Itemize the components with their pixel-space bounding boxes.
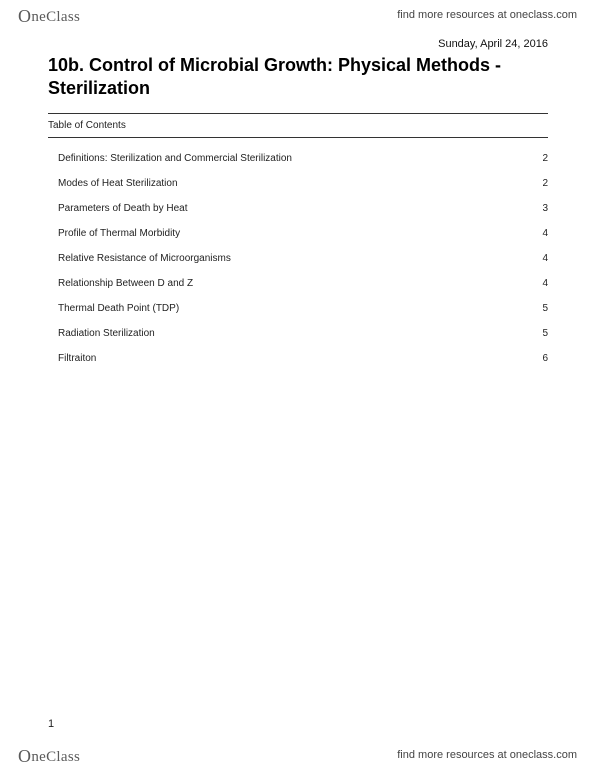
document-title: 10b. Control of Microbial Growth: Physic…: [48, 54, 548, 99]
toc-item-page: 3: [528, 203, 548, 214]
toc-item-title: Radiation Sterilization: [58, 328, 528, 339]
toc-item-title: Filtraiton: [58, 353, 528, 364]
toc-item-title: Profile of Thermal Morbidity: [58, 228, 528, 239]
divider-top: [48, 113, 548, 114]
toc-row[interactable]: Modes of Heat Sterilization 2: [58, 171, 548, 196]
toc-item-page: 4: [528, 253, 548, 264]
toc-item-title: Parameters of Death by Heat: [58, 203, 528, 214]
toc-item-page: 6: [528, 353, 548, 364]
toc-row[interactable]: Parameters of Death by Heat 3: [58, 196, 548, 221]
toc-row[interactable]: Thermal Death Point (TDP) 5: [58, 296, 548, 321]
toc-row[interactable]: Relative Resistance of Microorganisms 4: [58, 246, 548, 271]
toc-item-title: Relationship Between D and Z: [58, 278, 528, 289]
toc-row[interactable]: Relationship Between D and Z 4: [58, 271, 548, 296]
toc-item-page: 2: [528, 178, 548, 189]
toc-item-page: 5: [528, 328, 548, 339]
toc-item-page: 2: [528, 153, 548, 164]
page-body: Sunday, April 24, 2016 10b. Control of M…: [48, 38, 548, 371]
brand-logo-bottom: OneClass: [18, 745, 80, 766]
page-number: 1: [48, 718, 54, 730]
toc-row[interactable]: Definitions: Sterilization and Commercia…: [58, 146, 548, 171]
toc-item-title: Definitions: Sterilization and Commercia…: [58, 153, 528, 164]
resources-link-bottom[interactable]: find more resources at oneclass.com: [397, 749, 577, 761]
toc-item-title: Thermal Death Point (TDP): [58, 303, 528, 314]
toc-row[interactable]: Filtraiton 6: [58, 346, 548, 371]
toc-item-title: Modes of Heat Sterilization: [58, 178, 528, 189]
header-bar: OneClass find more resources at oneclass…: [0, 0, 595, 30]
divider-bottom: [48, 137, 548, 138]
toc-label: Table of Contents: [48, 120, 548, 131]
brand-logo-top: OneClass: [18, 5, 80, 26]
toc-row[interactable]: Radiation Sterilization 5: [58, 321, 548, 346]
footer-bar: OneClass find more resources at oneclass…: [0, 740, 595, 770]
toc-item-page: 4: [528, 228, 548, 239]
toc-row[interactable]: Profile of Thermal Morbidity 4: [58, 221, 548, 246]
toc-item-title: Relative Resistance of Microorganisms: [58, 253, 528, 264]
toc-item-page: 4: [528, 278, 548, 289]
toc-item-page: 5: [528, 303, 548, 314]
resources-link-top[interactable]: find more resources at oneclass.com: [397, 9, 577, 21]
document-date: Sunday, April 24, 2016: [48, 38, 548, 50]
toc-list: Definitions: Sterilization and Commercia…: [48, 146, 548, 371]
